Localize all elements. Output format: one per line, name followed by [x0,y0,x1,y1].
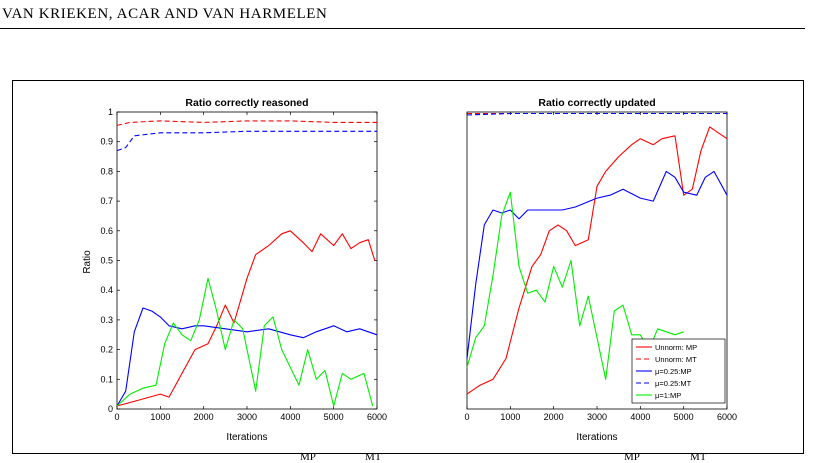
caption-fragment: MT [690,451,707,463]
header-rule [0,28,805,29]
left-y-tick-label: 0.5 [100,256,113,266]
left-series-line-2 [116,307,378,407]
legend-label: μ=0.25:MP [655,367,692,376]
right-x-tick-label: 5000 [674,412,694,422]
left-plot-ylabel: Ratio [82,250,93,274]
left-y-tick-label: 0.1 [100,374,113,384]
right-plot-xlabel: Iterations [576,432,617,443]
left-x-tick-label: 6000 [367,412,387,422]
left-plot-xlabel: Iterations [226,432,267,443]
right-x-tick-label: 4000 [630,412,650,422]
caption-fragment: MT [365,451,382,463]
left-y-tick-label: 0.4 [100,285,113,295]
left-series-line-4 [116,277,374,407]
left-y-tick-label: 0.7 [100,196,113,206]
left-y-tick-label: 0.2 [100,345,113,355]
left-y-tick-label: 0.3 [100,315,113,325]
legend-label: μ=1:MP [655,391,681,400]
right-x-tick-label: 6000 [717,412,737,422]
left-x-tick-label: 3000 [237,412,257,422]
right-series-line-2 [466,170,728,359]
right-series-line-0 [466,126,728,395]
caption-fragment: MP [300,451,316,463]
left-x-tick-label: 1000 [150,412,170,422]
left-y-tick-label: 0.8 [100,166,113,176]
caption-fragment: MP [624,451,640,463]
figure-frame [12,80,804,454]
right-x-tick-label: 2000 [544,412,564,422]
right-plot-title: Ratio correctly updated [538,97,655,109]
left-plot-title: Ratio correctly reasoned [185,97,308,109]
left-series-line-0 [116,230,376,407]
running-head: VAN KRIEKEN, ACAR AND VAN HARMELEN [2,6,328,22]
right-x-tick-label: 3000 [587,412,607,422]
left-y-tick-label: 1 [108,107,113,117]
left-y-tick-label: 0.6 [100,226,113,236]
right-x-tick-label: 0 [464,412,469,422]
left-series-line-3 [116,130,377,152]
right-series-line-3 [466,112,727,116]
legend-label: μ=0.25:MT [655,379,692,388]
left-series-line-1 [116,120,377,126]
left-x-tick-label: 0 [114,412,119,422]
legend-label: Unnorm: MT [655,355,697,364]
legend-label: Unnorm: MP [655,343,697,352]
left-x-tick-label: 5000 [324,412,344,422]
left-y-tick-label: 0.9 [100,137,113,147]
right-x-tick-label: 1000 [500,412,520,422]
left-plot-axes [116,111,378,410]
left-x-tick-label: 4000 [280,412,300,422]
left-x-tick-label: 2000 [194,412,214,422]
left-y-tick-label: 0 [108,404,113,414]
